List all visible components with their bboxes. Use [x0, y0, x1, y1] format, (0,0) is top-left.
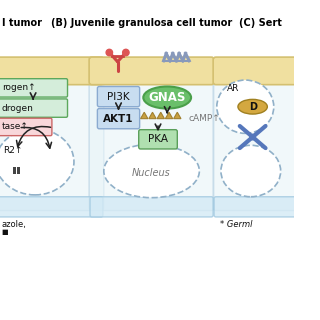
- Text: azole,: azole,: [2, 220, 27, 229]
- Text: PKA: PKA: [148, 134, 168, 144]
- FancyBboxPatch shape: [0, 118, 52, 136]
- FancyBboxPatch shape: [0, 197, 103, 217]
- FancyBboxPatch shape: [214, 197, 305, 217]
- Ellipse shape: [217, 80, 274, 133]
- Text: D: D: [249, 102, 257, 112]
- FancyBboxPatch shape: [213, 57, 306, 85]
- Ellipse shape: [238, 100, 267, 114]
- Text: AR: AR: [227, 84, 239, 93]
- Polygon shape: [165, 112, 173, 119]
- Text: drogen: drogen: [2, 104, 34, 113]
- Text: (B) Juvenile granulosa cell tumor  (C) Sert: (B) Juvenile granulosa cell tumor (C) Se…: [51, 18, 281, 28]
- FancyBboxPatch shape: [90, 197, 213, 217]
- FancyBboxPatch shape: [139, 130, 177, 149]
- Text: PI3K: PI3K: [107, 92, 130, 102]
- Text: rogen↑: rogen↑: [2, 84, 36, 92]
- Circle shape: [106, 49, 113, 56]
- FancyBboxPatch shape: [97, 108, 140, 129]
- Circle shape: [123, 49, 129, 56]
- FancyBboxPatch shape: [213, 72, 306, 211]
- FancyBboxPatch shape: [89, 72, 214, 211]
- FancyBboxPatch shape: [89, 57, 214, 85]
- Text: tase↑: tase↑: [2, 123, 29, 132]
- Bar: [18, 167, 20, 174]
- Text: ■: ■: [2, 229, 8, 235]
- Polygon shape: [140, 112, 148, 119]
- FancyBboxPatch shape: [0, 72, 104, 211]
- FancyBboxPatch shape: [97, 86, 140, 107]
- Ellipse shape: [221, 145, 281, 197]
- Ellipse shape: [143, 86, 191, 108]
- Text: Nucleus: Nucleus: [132, 168, 171, 178]
- Polygon shape: [174, 112, 181, 119]
- Text: * Germl: * Germl: [220, 220, 252, 229]
- Bar: [13, 167, 16, 174]
- FancyBboxPatch shape: [0, 99, 68, 117]
- Text: cAMP↑: cAMP↑: [188, 114, 220, 123]
- Polygon shape: [149, 112, 156, 119]
- Text: GNAS: GNAS: [148, 91, 186, 104]
- FancyBboxPatch shape: [0, 57, 104, 85]
- Text: R2↑: R2↑: [3, 146, 22, 155]
- Text: l tumor: l tumor: [2, 18, 42, 28]
- Circle shape: [250, 134, 255, 140]
- Text: AKT1: AKT1: [103, 114, 134, 124]
- Polygon shape: [157, 112, 164, 119]
- FancyBboxPatch shape: [0, 79, 68, 97]
- Ellipse shape: [0, 129, 74, 195]
- Ellipse shape: [104, 144, 199, 198]
